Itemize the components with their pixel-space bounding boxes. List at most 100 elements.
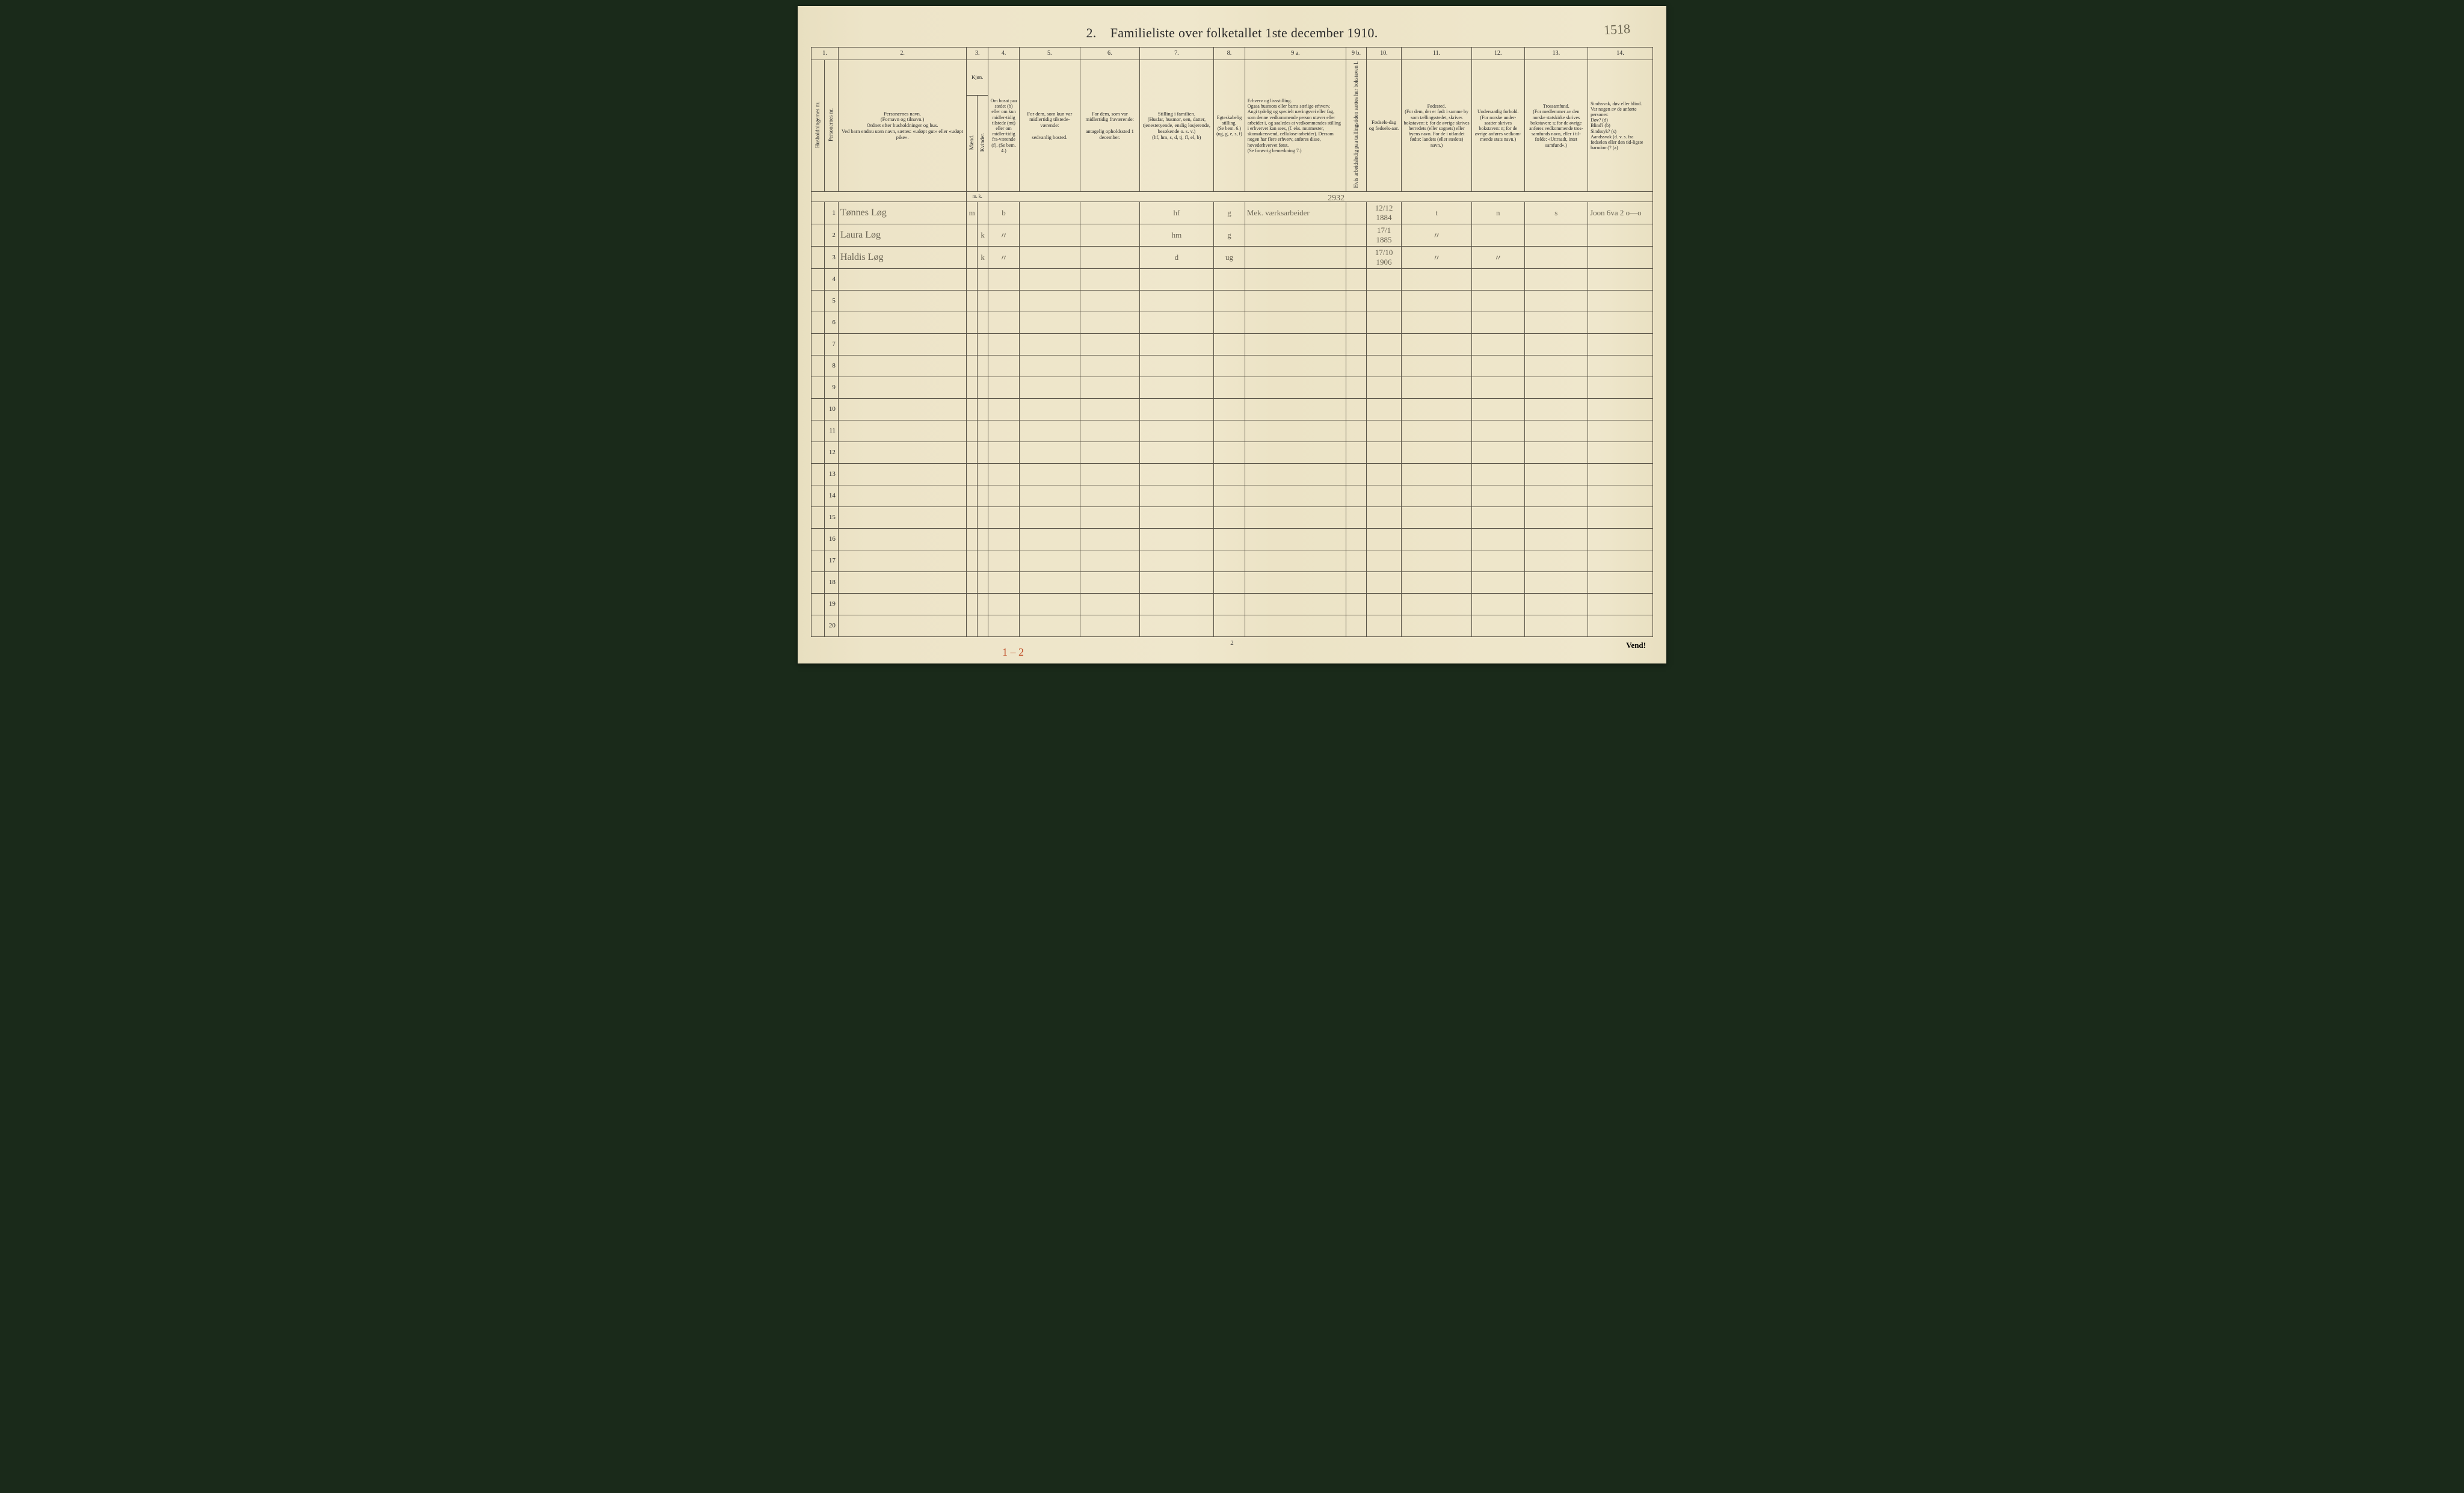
cell-trossamfund xyxy=(1524,355,1588,377)
header-fodested: Fødested. (For dem, der er født i samme … xyxy=(1402,60,1472,192)
header-midlertidig-tilstede: For dem, som kun var midlertidig tilsted… xyxy=(1019,60,1080,192)
cell-sindssvak xyxy=(1588,224,1653,246)
cell-person-nr: 20 xyxy=(825,615,838,636)
cell-familie-stilling xyxy=(1139,333,1214,355)
cell-erhverv xyxy=(1245,571,1346,593)
cell-sex-k xyxy=(978,615,988,636)
cell-trossamfund xyxy=(1524,528,1588,550)
cell-erhverv xyxy=(1245,550,1346,571)
turn-over-label: Vend! xyxy=(1626,641,1646,650)
cell-fodsel xyxy=(1366,528,1401,550)
cell-arbeidsledig xyxy=(1346,463,1367,485)
cell-trossamfund xyxy=(1524,550,1588,571)
cell-sindssvak xyxy=(1588,398,1653,420)
cell-undersaat xyxy=(1471,615,1524,636)
cell-sex-k xyxy=(978,463,988,485)
cell-sindssvak xyxy=(1588,571,1653,593)
cell-tilstede-bosted xyxy=(1019,224,1080,246)
cell-familie-stilling xyxy=(1139,420,1214,442)
title-text: Familieliste over folketallet 1ste decem… xyxy=(1110,25,1378,40)
cell-bosat xyxy=(988,290,1020,312)
cell-erhverv xyxy=(1245,333,1346,355)
cell-fodsel xyxy=(1366,333,1401,355)
cell-egteskab: ug xyxy=(1214,246,1245,268)
cell-sex-m xyxy=(967,377,978,398)
cell-fodested xyxy=(1402,355,1472,377)
colnum: 8. xyxy=(1214,48,1245,60)
cell-household-nr xyxy=(812,202,825,224)
cell-familie-stilling xyxy=(1139,550,1214,571)
cell-tilstede-bosted xyxy=(1019,333,1080,355)
colnum: 2. xyxy=(838,48,966,60)
cell-sindssvak: Joon 6va 2 o—o xyxy=(1588,202,1653,224)
cell-fravaerende-sted xyxy=(1080,420,1139,442)
cell-sex-k xyxy=(978,593,988,615)
table-row: 14 xyxy=(812,485,1653,506)
census-page: 1518 2. Familieliste over folketallet 1s… xyxy=(798,6,1666,663)
cell-household-nr xyxy=(812,224,825,246)
cell-familie-stilling xyxy=(1139,593,1214,615)
header-erhverv: Erhverv og livsstilling. Ogsaa husmors e… xyxy=(1245,60,1346,192)
cell-sex-m xyxy=(967,224,978,246)
cell-person-nr: 1 xyxy=(825,202,838,224)
cell-sex-k xyxy=(978,571,988,593)
cell-sex-k xyxy=(978,377,988,398)
cell-tilstede-bosted xyxy=(1019,246,1080,268)
cell-fodsel xyxy=(1366,312,1401,333)
header-midlertidig-fravaerende: For dem, som var midlertidig fraværende:… xyxy=(1080,60,1139,192)
cell-household-nr xyxy=(812,463,825,485)
cell-erhverv xyxy=(1245,224,1346,246)
table-row: 15 xyxy=(812,506,1653,528)
cell-undersaat xyxy=(1471,377,1524,398)
colnum: 1. xyxy=(812,48,839,60)
cell-fodested xyxy=(1402,290,1472,312)
cell-erhverv xyxy=(1245,615,1346,636)
cell-arbeidsledig xyxy=(1346,593,1367,615)
table-row: 12 xyxy=(812,442,1653,463)
header-trossamfund: Trossamfund. (For medlemmer av den norsk… xyxy=(1524,60,1588,192)
cell-egteskab xyxy=(1214,377,1245,398)
cell-fodsel: 17/10 1906 xyxy=(1366,246,1401,268)
cell-bosat xyxy=(988,420,1020,442)
cell-erhverv xyxy=(1245,246,1346,268)
cell-undersaat xyxy=(1471,420,1524,442)
cell-fodested xyxy=(1402,615,1472,636)
cell-sex-m xyxy=(967,333,978,355)
colnum: 14. xyxy=(1588,48,1653,60)
cell-erhverv xyxy=(1245,377,1346,398)
cell-fodested xyxy=(1402,528,1472,550)
table-row: 5 xyxy=(812,290,1653,312)
cell-erhverv xyxy=(1245,528,1346,550)
cell-fodested xyxy=(1402,550,1472,571)
cell-fodsel xyxy=(1366,420,1401,442)
cell-bosat xyxy=(988,485,1020,506)
cell-undersaat: n xyxy=(1471,202,1524,224)
cell-erhverv: 2932Mek. værksarbeider xyxy=(1245,202,1346,224)
cell-egteskab xyxy=(1214,615,1245,636)
cell-erhverv xyxy=(1245,355,1346,377)
cell-sex-m xyxy=(967,506,978,528)
cell-bosat xyxy=(988,268,1020,290)
cell-erhverv xyxy=(1245,442,1346,463)
table-row: 13 xyxy=(812,463,1653,485)
cell-person-nr: 13 xyxy=(825,463,838,485)
footer-page-number: 2 xyxy=(811,639,1653,647)
cell-undersaat xyxy=(1471,550,1524,571)
cell-erhverv xyxy=(1245,463,1346,485)
cell-fravaerende-sted xyxy=(1080,202,1139,224)
cell-fodested xyxy=(1402,420,1472,442)
cell-fodested xyxy=(1402,463,1472,485)
cell-sex-k xyxy=(978,333,988,355)
cell-tilstede-bosted xyxy=(1019,312,1080,333)
table-row: 3Haldis Løgk〃dug17/10 1906〃〃 xyxy=(812,246,1653,268)
cell-bosat xyxy=(988,593,1020,615)
cell-egteskab xyxy=(1214,528,1245,550)
cell-fodested xyxy=(1402,312,1472,333)
cell-sindssvak xyxy=(1588,463,1653,485)
cell-arbeidsledig xyxy=(1346,485,1367,506)
table-row: 17 xyxy=(812,550,1653,571)
cell-name xyxy=(838,550,966,571)
cell-sex-k xyxy=(978,398,988,420)
cell-bosat xyxy=(988,355,1020,377)
cell-trossamfund xyxy=(1524,268,1588,290)
